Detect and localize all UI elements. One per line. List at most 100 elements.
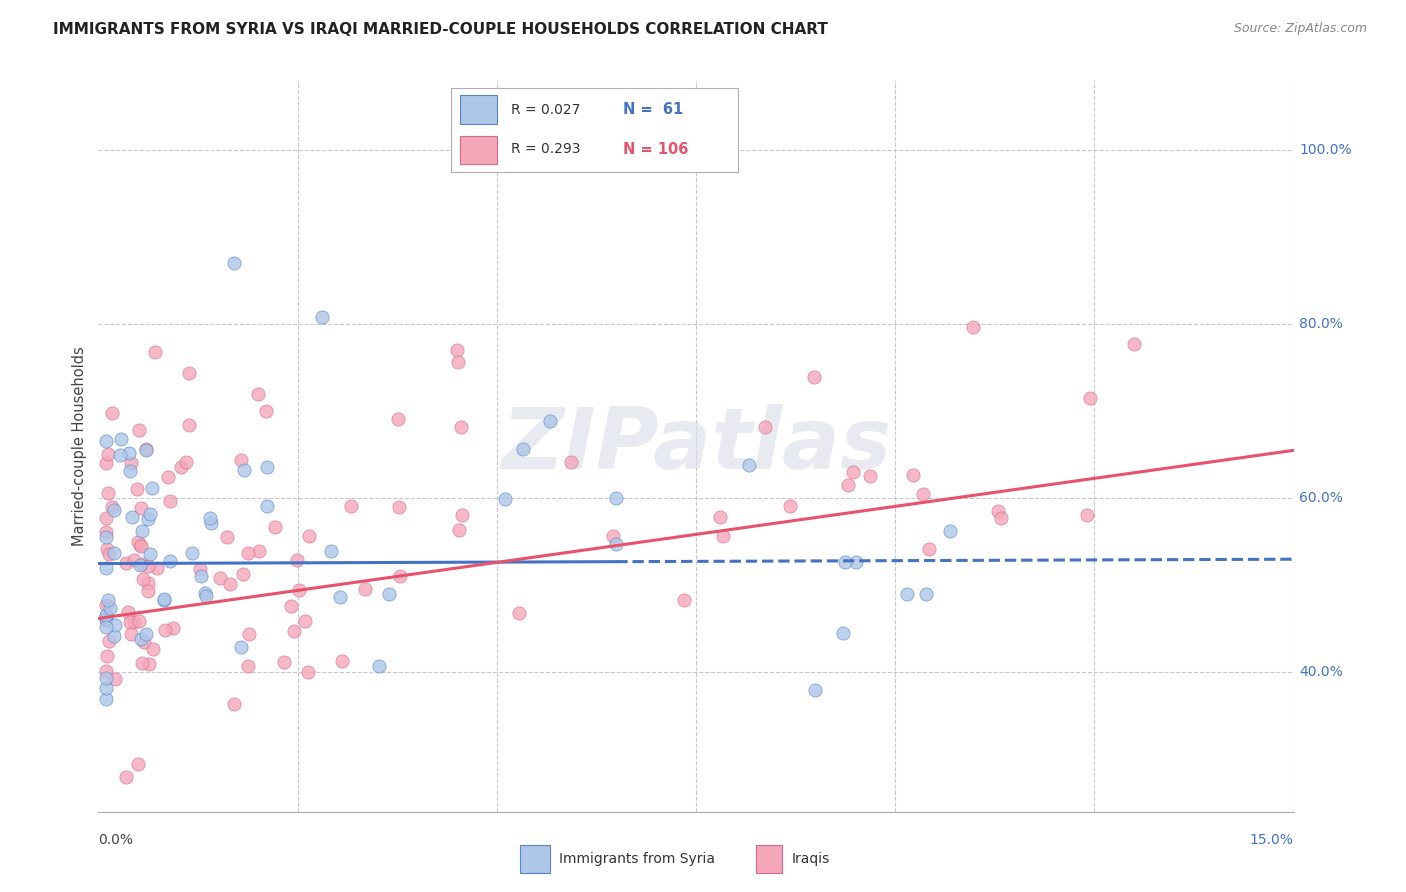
Point [96,456,118,470]
Point [104,618,127,632]
Point [152,591,174,606]
Point [711,529,734,543]
Point [236,546,259,560]
Point [222,698,245,712]
Point [236,659,259,673]
Point [100,406,122,420]
Point [709,510,731,524]
Point [494,491,516,506]
Point [141,481,163,495]
Point [159,494,181,508]
Point [125,482,148,496]
Point [96,649,118,664]
Point [96,530,118,544]
Point [194,586,217,600]
Point [229,453,252,467]
Text: 15.0%: 15.0% [1250,833,1294,847]
Point [143,345,166,359]
Point [136,575,159,590]
Point [508,606,530,620]
Point [195,590,218,604]
Point [190,562,212,576]
Point [837,478,859,492]
Text: 80.0%: 80.0% [1299,317,1343,331]
Point [602,529,624,543]
Point [145,561,167,575]
Point [896,587,918,601]
Point [388,568,411,582]
Text: Source: ZipAtlas.com: Source: ZipAtlas.com [1233,22,1367,36]
Bar [520,845,550,872]
Point [311,310,333,325]
Point [737,458,759,472]
Point [157,470,180,484]
Point [779,499,801,513]
Point [560,454,582,468]
Point [96,613,118,627]
Point [177,418,200,433]
Point [122,615,145,629]
Point [450,419,472,434]
Point [136,584,159,599]
Point [605,536,627,550]
Point [901,468,924,483]
Point [96,681,118,695]
Point [153,592,176,607]
Point [120,627,142,641]
Point [96,608,118,623]
Point [120,615,142,630]
Text: ZIPatlas: ZIPatlas [501,404,891,488]
Point [132,572,155,586]
Point [354,582,377,596]
Point [127,535,149,549]
Point [298,529,321,543]
Point [219,576,242,591]
Bar [756,845,782,872]
Point [319,544,342,558]
Point [155,623,177,637]
Point [124,553,146,567]
Point [135,442,157,457]
Point [96,510,118,524]
Point [104,673,127,687]
Point [96,524,118,539]
Point [177,367,200,381]
Point [538,414,561,428]
Point [512,442,534,457]
Point [446,343,468,358]
Point [96,620,118,634]
Point [136,511,159,525]
Point [115,556,138,570]
Point [142,642,165,657]
Point [283,624,305,638]
Point [1076,508,1098,523]
Point [229,640,252,655]
Point [911,487,934,501]
Point [264,520,287,534]
Point [288,582,311,597]
Point [215,530,238,544]
Text: Iraqis: Iraqis [792,852,830,865]
Point [103,629,125,643]
Point [131,500,153,515]
Point [198,511,221,525]
Point [132,634,155,648]
Point [98,634,121,648]
Point [834,555,856,569]
Point [918,541,941,556]
Point [280,599,302,613]
Point [97,593,120,607]
Point [96,691,118,706]
Point [131,557,153,571]
Point [962,319,984,334]
Point [845,555,868,569]
Point [247,543,270,558]
Point [170,459,193,474]
Point [605,491,627,506]
Point [233,463,256,477]
Point [117,446,139,460]
Point [110,448,132,462]
Point [238,627,260,641]
Point [97,486,120,500]
Point [97,547,120,561]
